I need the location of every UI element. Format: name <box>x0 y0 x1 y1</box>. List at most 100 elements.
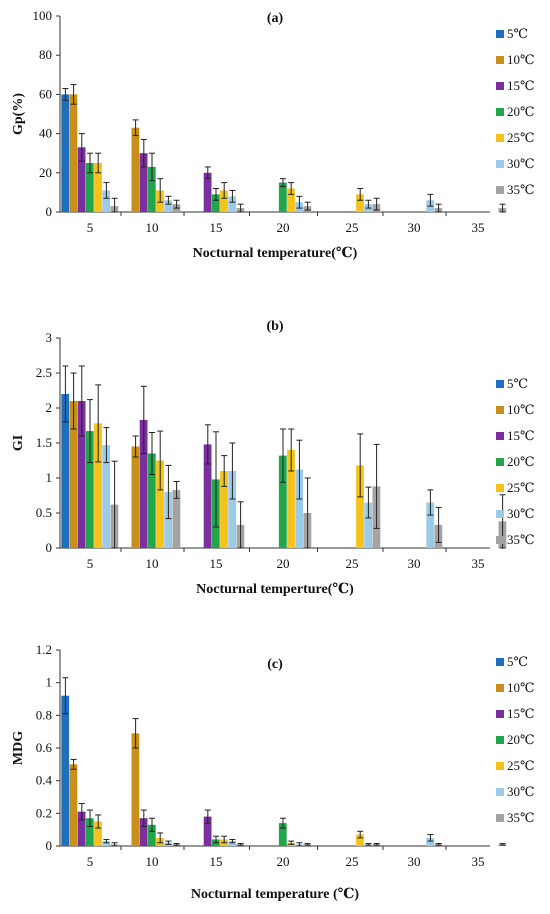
bar <box>356 465 364 548</box>
bar <box>102 841 111 846</box>
bar <box>164 200 173 212</box>
y-tick-label: 100 <box>33 8 53 23</box>
x-axis-label: Nocturnal temperature(℃) <box>193 246 358 261</box>
legend-label: 30℃ <box>507 506 535 521</box>
legend-label: 15℃ <box>507 706 535 721</box>
x-tick-label: 20 <box>277 556 290 571</box>
legend-label: 10℃ <box>507 52 535 67</box>
bar <box>426 837 435 846</box>
legend-label: 5℃ <box>507 654 528 669</box>
x-axis-label: Nocturnal temperature (℃) <box>191 887 359 902</box>
y-tick-label: 80 <box>39 47 52 62</box>
y-tick-label: 1 <box>46 675 53 690</box>
bar <box>228 471 237 548</box>
bar <box>85 818 94 846</box>
legend-swatch <box>496 134 504 142</box>
bar <box>203 172 212 212</box>
chart-title: (c) <box>267 657 283 672</box>
legend-label: 25℃ <box>507 758 535 773</box>
bar <box>94 423 102 548</box>
legend: 5℃ 10℃ 15℃ 20℃ 25℃ 30℃ 35℃ <box>496 26 535 197</box>
legend-label: 20℃ <box>507 732 535 747</box>
legend-swatch <box>496 458 504 466</box>
bar <box>85 163 94 212</box>
legend-swatch <box>496 484 504 492</box>
legend-label: 20℃ <box>507 104 535 119</box>
y-tick-label: 1 <box>46 470 53 485</box>
x-tick-label: 20 <box>277 220 290 235</box>
legend-swatch <box>496 684 504 692</box>
x-tick-label: 5 <box>87 220 94 235</box>
bar <box>147 824 156 846</box>
y-axis-label: MDG <box>11 731 26 765</box>
legend-swatch <box>496 814 504 822</box>
bar <box>77 147 86 212</box>
y-tick-label: 0.6 <box>36 740 53 755</box>
x-tick-label: 15 <box>210 220 223 235</box>
bar <box>147 166 156 212</box>
legend-label: 35℃ <box>507 182 535 197</box>
legend-label: 25℃ <box>507 130 535 145</box>
y-tick-label: 1.2 <box>36 642 52 657</box>
bar <box>211 194 220 212</box>
bar <box>102 445 111 548</box>
legend-swatch <box>496 658 504 666</box>
legend-label: 20℃ <box>507 454 535 469</box>
x-tick-label: 20 <box>277 854 290 869</box>
bar <box>94 821 102 846</box>
y-tick-label: 40 <box>39 126 52 141</box>
bar <box>61 695 70 846</box>
bar <box>426 502 435 548</box>
y-tick-label: 1.5 <box>36 435 52 450</box>
legend-swatch <box>496 380 504 388</box>
y-tick-label: 0.5 <box>36 505 52 520</box>
x-tick-label: 10 <box>146 854 159 869</box>
legend-swatch <box>496 186 504 194</box>
y-tick-label: 0 <box>46 838 53 853</box>
x-tick-label: 15 <box>210 556 223 571</box>
legend-label: 30℃ <box>507 784 535 799</box>
legend: 5℃ 10℃ 15℃ 20℃ 25℃ 30℃ 35℃ <box>496 654 535 825</box>
bar <box>139 419 148 548</box>
legend-swatch <box>496 432 504 440</box>
bar <box>139 818 148 846</box>
bar <box>61 94 70 212</box>
bar <box>228 841 237 846</box>
legend-swatch <box>496 788 504 796</box>
bar <box>295 469 304 548</box>
bar <box>156 460 164 548</box>
legend-swatch <box>496 536 504 544</box>
y-tick-label: 2 <box>46 400 53 415</box>
bar <box>278 823 287 846</box>
x-tick-label: 25 <box>346 854 359 869</box>
x-tick-label: 30 <box>408 556 421 571</box>
bar <box>102 190 111 212</box>
bar <box>85 431 94 548</box>
x-tick-label: 5 <box>87 556 94 571</box>
bar <box>172 489 181 548</box>
bar <box>94 163 102 212</box>
bar <box>164 492 173 548</box>
y-axis-label: Gp(%) <box>11 93 26 135</box>
bar <box>287 188 295 212</box>
legend-swatch <box>496 30 504 38</box>
x-tick-label: 15 <box>210 854 223 869</box>
legend-label: 35℃ <box>507 810 535 825</box>
bar <box>278 182 287 212</box>
bar <box>61 394 70 548</box>
y-tick-label: 0.8 <box>36 707 52 722</box>
y-tick-label: 2.5 <box>36 365 52 380</box>
legend-label: 10℃ <box>507 402 535 417</box>
bar <box>287 450 295 548</box>
bar <box>69 401 78 548</box>
y-tick-label: 3 <box>46 330 53 345</box>
bar <box>356 194 364 212</box>
bar <box>203 816 212 846</box>
x-tick-label: 35 <box>472 556 485 571</box>
x-tick-label: 30 <box>408 220 421 235</box>
bar <box>203 444 212 548</box>
chart-panel-3: 0 0.2 0.4 0.6 0.8 1 1.2 5 10 15 20 25 30 35 (c) Nocturn… <box>11 642 535 902</box>
legend-swatch <box>496 160 504 168</box>
x-tick-label: 10 <box>146 556 159 571</box>
